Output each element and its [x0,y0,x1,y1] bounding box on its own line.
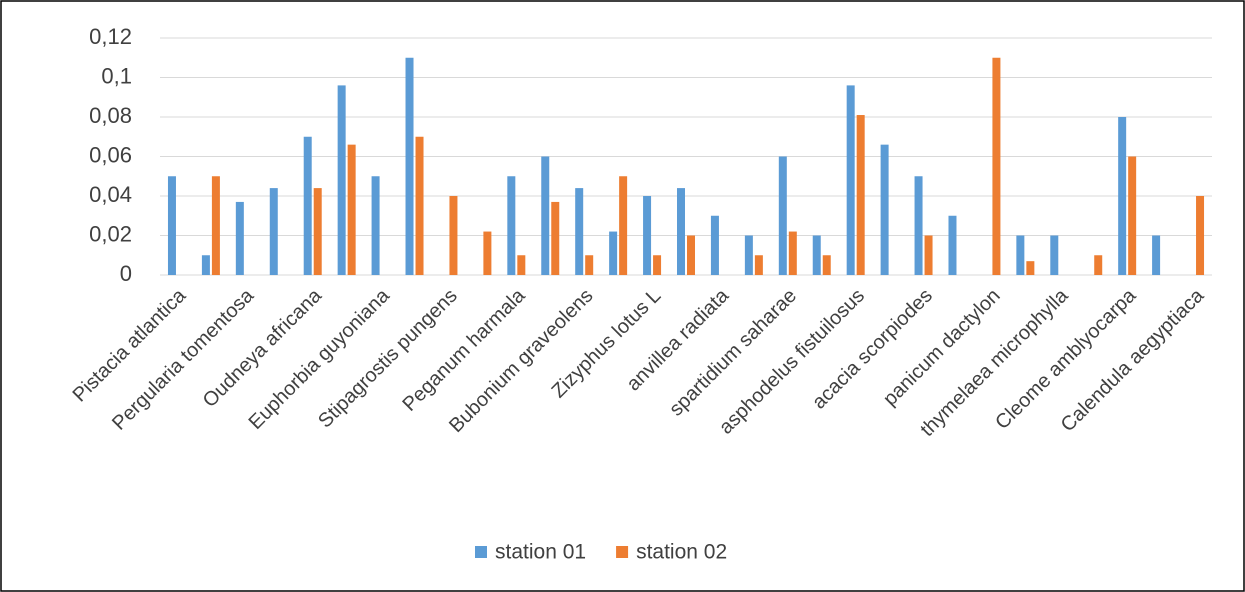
bar [517,255,526,275]
y-tick-label: 0,02 [89,221,132,246]
bar [744,235,753,275]
bar [1196,196,1205,275]
bar [449,196,458,275]
bar [948,215,957,275]
bar [619,176,628,275]
bar [754,255,763,275]
bar [1118,117,1127,275]
bar [846,85,855,276]
legend-label: station 01 [495,541,586,564]
bar [507,176,516,275]
y-tick-label: 0,12 [89,24,132,49]
bar [371,176,380,275]
y-tick-label: 0,1 [101,63,132,88]
y-tick-label: 0 [120,261,132,286]
bar [405,57,414,275]
bar [1016,235,1025,275]
bar [924,235,933,275]
bar [167,176,176,275]
bar [653,255,662,275]
bar [1152,235,1161,275]
bar [992,57,1001,275]
bar [483,231,492,275]
bar [880,144,889,275]
y-tick-label: 0,04 [89,182,132,207]
bar [687,235,695,275]
legend-label: station 02 [636,541,727,564]
bar [551,201,560,275]
bar [337,85,346,276]
bar [201,255,210,275]
bar [1094,255,1103,275]
bar [822,255,831,275]
bar [710,215,719,275]
bar [778,156,787,275]
bar [313,188,322,275]
bar [609,231,618,275]
bar [269,188,278,275]
bar [1050,235,1059,275]
bar [856,115,865,276]
bar [643,196,652,275]
bar [415,136,424,275]
bar [677,188,685,275]
bar [585,255,594,275]
bar [541,156,550,275]
bar [788,231,797,275]
y-tick-label: 0,06 [89,142,132,167]
bar [914,176,923,275]
legend-swatch [475,546,487,558]
bar [347,144,356,275]
bar [575,188,584,275]
bar [1026,261,1035,275]
bar [812,235,821,275]
legend-swatch [616,546,629,558]
y-tick-label: 0,08 [89,103,132,128]
bar [235,201,244,275]
bar [211,176,220,275]
bar [303,136,312,275]
bar [1128,156,1137,275]
